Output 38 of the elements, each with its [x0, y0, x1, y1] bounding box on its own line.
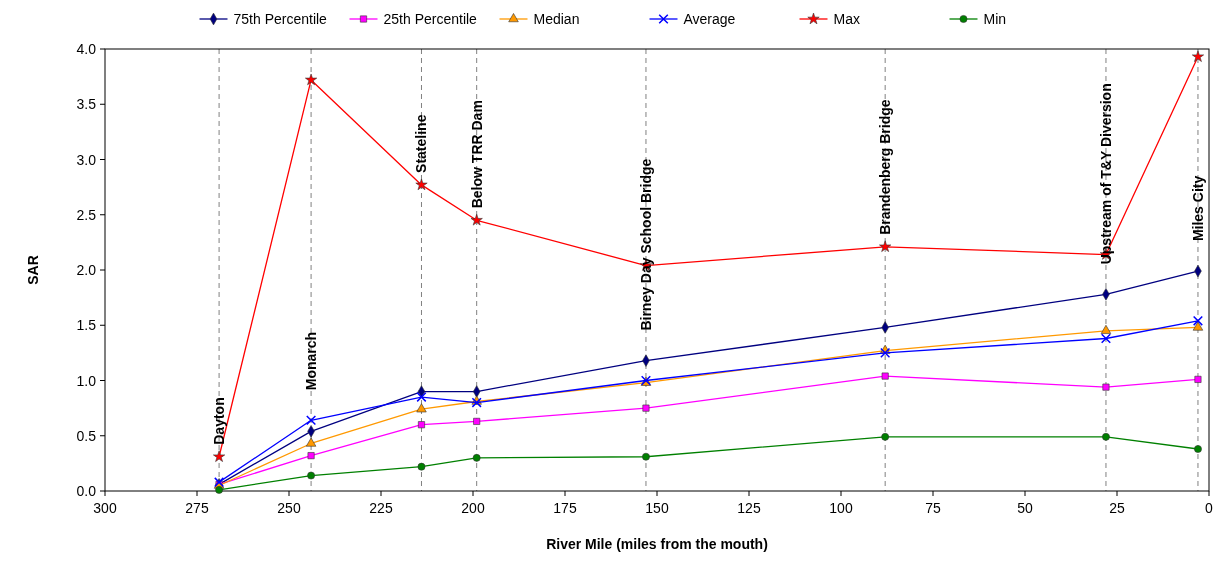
legend-label: Min [983, 11, 1007, 27]
x-tick-label: 75 [925, 500, 941, 516]
ref-line-label: Monarch [303, 331, 320, 391]
x-tick-label: 150 [645, 500, 669, 516]
ref-line-label: Stateline [413, 114, 430, 173]
x-tick-label: 125 [737, 500, 761, 516]
y-tick-label: 2.5 [76, 206, 97, 223]
legend-label: 75th Percentile [233, 11, 328, 27]
x-tick-label: 25 [1109, 500, 1125, 516]
legend-label: Median [533, 11, 580, 27]
y-tick-label: 3.5 [76, 96, 97, 113]
ref-line-label: Dayton [211, 397, 228, 445]
x-tick-label: 50 [1017, 500, 1033, 516]
x-axis-title: River Mile (miles from the mouth) [546, 536, 768, 552]
y-tick-label: 4.0 [76, 41, 97, 57]
legend-label: Max [833, 11, 860, 27]
x-tick-label: 0 [1205, 500, 1214, 516]
ref-line-label: Brandenberg Bridge [877, 99, 894, 235]
y-tick-label: 1.0 [76, 372, 97, 389]
y-tick-label: 2.0 [76, 262, 97, 278]
y-tick-label: 0.5 [76, 427, 97, 444]
y-tick-label: 3.0 [76, 151, 97, 168]
x-tick-label: 250 [277, 500, 301, 516]
x-tick-label: 100 [829, 500, 853, 516]
y-tick-label: 1.5 [76, 317, 97, 334]
y-tick-label: 0.0 [76, 483, 97, 499]
x-tick-label: 300 [93, 500, 117, 516]
legend-label: Average [683, 11, 736, 27]
y-axis-title: SAR [25, 255, 41, 285]
x-tick-label: 200 [461, 500, 485, 516]
ref-line-label: Miles City [1189, 175, 1206, 242]
x-tick-label: 225 [369, 500, 393, 516]
ref-line-label: Below TRR Dam [468, 100, 485, 209]
ref-line-label: Birney Day School Bridge [637, 158, 654, 331]
legend-label: 25th Percentile [383, 11, 478, 27]
ref-line-label: Upstream of T&Y Diversion [1097, 83, 1114, 265]
x-tick-label: 175 [553, 500, 577, 516]
x-tick-label: 275 [185, 500, 209, 516]
